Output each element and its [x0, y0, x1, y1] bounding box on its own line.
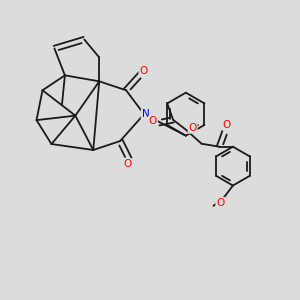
Text: N: N — [142, 109, 149, 119]
Text: O: O — [124, 159, 132, 169]
Text: O: O — [149, 116, 157, 126]
Text: O: O — [188, 123, 197, 133]
Text: O: O — [223, 120, 231, 130]
Text: O: O — [216, 198, 224, 208]
Text: O: O — [139, 66, 148, 76]
